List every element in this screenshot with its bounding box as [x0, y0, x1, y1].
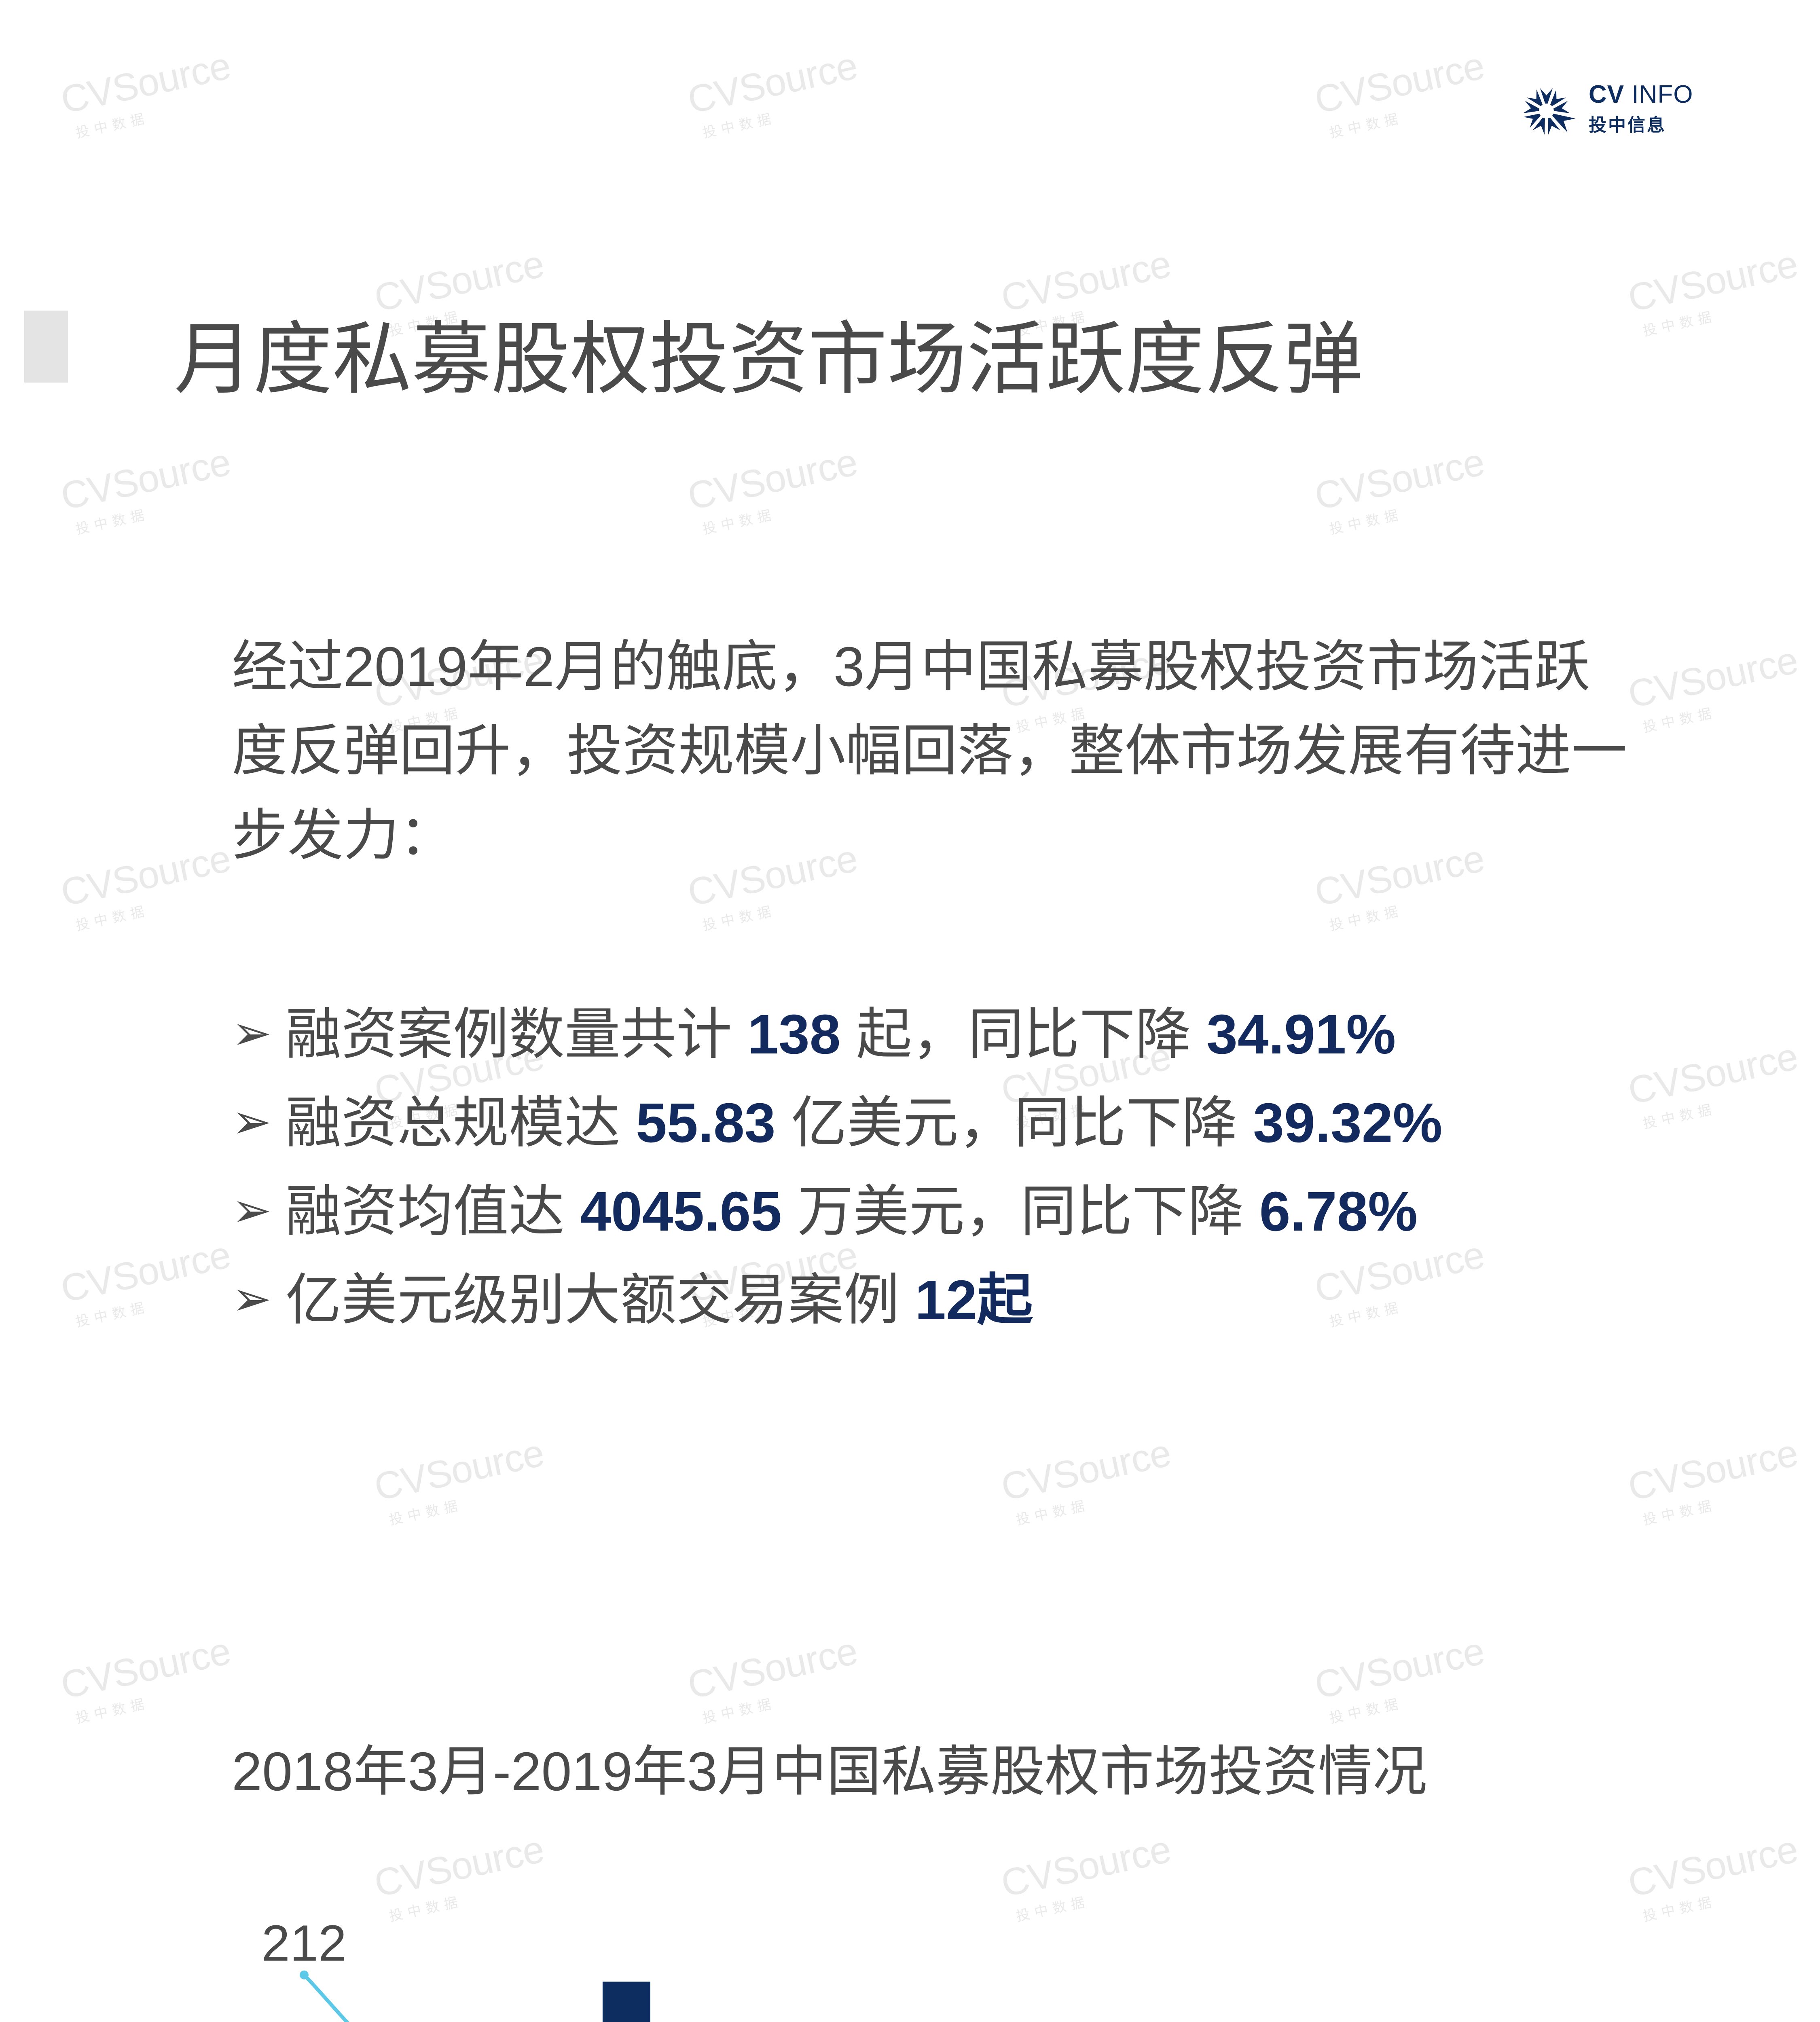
- svg-text:212: 212: [262, 1915, 347, 1972]
- svg-text:174: 174: [369, 2019, 454, 2022]
